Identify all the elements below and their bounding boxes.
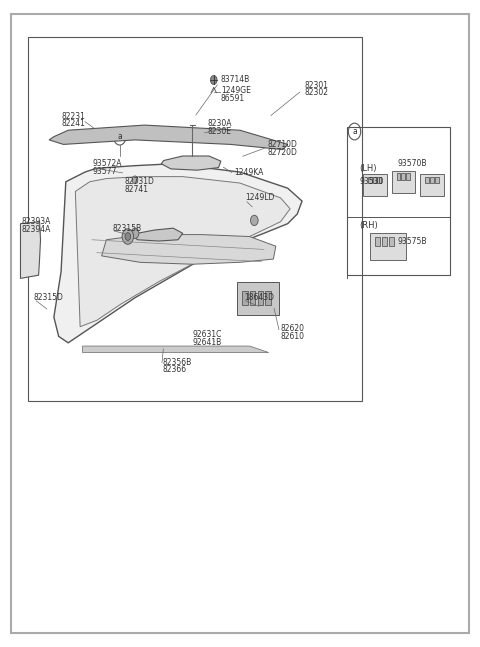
Polygon shape [54,164,302,343]
FancyBboxPatch shape [250,291,255,305]
Text: (RH): (RH) [360,221,378,230]
Text: 86591: 86591 [221,94,245,102]
Text: 82302: 82302 [304,89,328,97]
FancyBboxPatch shape [382,237,386,247]
FancyBboxPatch shape [435,177,439,183]
Polygon shape [21,222,40,278]
Text: 8230E: 8230E [207,127,231,136]
Text: 82610: 82610 [281,332,305,341]
Circle shape [125,233,131,241]
FancyBboxPatch shape [370,234,406,260]
Text: 8230A: 8230A [207,119,232,128]
Polygon shape [75,177,290,327]
Text: 82393A: 82393A [22,217,51,226]
Text: (LH): (LH) [360,164,377,173]
Polygon shape [132,228,183,241]
Text: 82394A: 82394A [22,225,51,234]
Text: 82301: 82301 [304,81,328,90]
FancyBboxPatch shape [265,291,271,305]
FancyBboxPatch shape [401,173,405,180]
Circle shape [251,215,258,226]
Circle shape [122,229,133,245]
Polygon shape [102,235,276,264]
FancyBboxPatch shape [430,177,434,183]
FancyBboxPatch shape [420,174,444,196]
Text: 82356B: 82356B [163,358,192,367]
Text: 83714B: 83714B [221,76,250,85]
FancyBboxPatch shape [237,281,279,315]
Polygon shape [161,156,221,170]
FancyBboxPatch shape [389,237,394,247]
Text: 1249KA: 1249KA [234,168,264,177]
Text: 93570B: 93570B [397,159,427,168]
Text: 93530: 93530 [360,177,384,186]
Text: 82720D: 82720D [268,148,298,157]
Text: 82315B: 82315B [112,224,141,233]
Circle shape [132,176,138,184]
Text: 93575B: 93575B [397,237,427,246]
Text: 82620: 82620 [281,324,305,333]
Circle shape [210,76,217,85]
FancyBboxPatch shape [258,291,264,305]
Text: 1249LD: 1249LD [245,193,274,203]
Text: 82231: 82231 [61,111,85,120]
Polygon shape [49,125,288,149]
FancyBboxPatch shape [425,177,429,183]
FancyBboxPatch shape [396,173,400,180]
Text: 82366: 82366 [163,366,187,375]
FancyBboxPatch shape [242,291,248,305]
FancyBboxPatch shape [372,177,376,183]
FancyBboxPatch shape [377,177,381,183]
FancyBboxPatch shape [406,173,410,180]
Text: 82241: 82241 [61,119,85,128]
Polygon shape [83,346,269,353]
Text: 18643D: 18643D [244,293,274,302]
Text: 82731D: 82731D [124,177,155,186]
Text: a: a [118,132,122,141]
FancyBboxPatch shape [375,237,380,247]
FancyBboxPatch shape [368,177,372,183]
FancyBboxPatch shape [363,174,386,196]
Text: 1249GE: 1249GE [221,86,251,95]
FancyBboxPatch shape [392,171,415,193]
Text: 82710D: 82710D [268,140,298,149]
Text: 93572A: 93572A [92,159,121,168]
Text: 92641B: 92641B [192,338,222,347]
Text: 92631C: 92631C [192,330,222,339]
Text: 93577: 93577 [92,167,117,176]
Text: 82741: 82741 [124,185,148,194]
Text: a: a [352,127,357,136]
Circle shape [131,228,139,239]
Text: 82315D: 82315D [34,293,64,302]
